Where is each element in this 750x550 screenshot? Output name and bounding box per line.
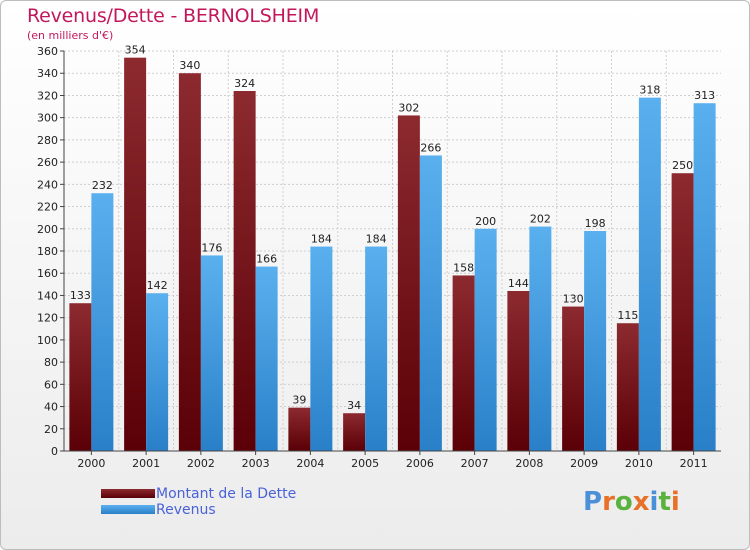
x-tick-label: 2004: [296, 457, 324, 470]
data-label-revenue: 198: [585, 217, 606, 230]
x-tick-label: 2009: [570, 457, 598, 470]
legend-label-revenue: Revenus: [156, 502, 216, 518]
data-label-revenue: 166: [256, 253, 277, 266]
bar-debt: [452, 275, 475, 451]
legend-label-debt: Montant de la Dette: [156, 486, 297, 502]
data-label-debt: 354: [125, 44, 146, 57]
x-tick-label: 2000: [77, 457, 105, 470]
data-label-revenue: 184: [311, 233, 332, 246]
legend-swatch-revenue: [101, 505, 155, 514]
y-tick-label: 220: [37, 201, 58, 214]
y-tick-label: 80: [44, 356, 58, 369]
x-tick-label: 2003: [242, 457, 270, 470]
data-label-debt: 115: [617, 309, 638, 322]
chart-title: Revenus/Dette - BERNOLSHEIM: [27, 5, 320, 27]
y-tick-label: 100: [37, 334, 58, 347]
bar-debt: [343, 413, 366, 451]
bar-debt: [233, 91, 256, 451]
y-tick-label: 160: [37, 267, 58, 280]
data-label-revenue: 318: [639, 84, 660, 97]
y-tick-label: 360: [37, 45, 58, 58]
bar-revenue: [474, 228, 497, 451]
data-label-debt: 144: [508, 277, 529, 290]
y-tick-label: 200: [37, 223, 58, 236]
bar-debt: [507, 291, 530, 451]
y-tick-label: 0: [51, 445, 58, 458]
data-label-debt: 250: [672, 159, 693, 172]
y-tick-label: 180: [37, 245, 58, 258]
bar-debt: [124, 57, 147, 452]
data-label-revenue: 232: [92, 179, 113, 192]
y-tick-label: 20: [44, 423, 58, 436]
data-label-debt: 39: [292, 394, 306, 407]
x-tick-label: 2002: [187, 457, 215, 470]
bar-debt: [178, 73, 201, 451]
bar-debt: [69, 303, 92, 451]
bar-revenue: [146, 293, 169, 451]
bar-debt: [397, 115, 420, 451]
data-label-debt: 158: [453, 261, 474, 274]
bar-revenue: [255, 266, 278, 451]
grid: [64, 50, 721, 452]
data-label-revenue: 184: [366, 233, 387, 246]
logo-letter: o: [614, 487, 633, 517]
logo-letter: i: [670, 487, 680, 517]
axes: 0 20 40 60 80 100 120 140 160 180 200 220 240 260 280 3…: [37, 45, 721, 470]
y-tick-label: 40: [44, 401, 58, 414]
legend-swatch-debt: [101, 489, 155, 498]
data-label-debt: 130: [563, 293, 584, 306]
y-tick-label: 340: [37, 67, 58, 80]
y-tick-label: 120: [37, 312, 58, 325]
data-label-revenue: 176: [201, 241, 222, 254]
bar-revenue: [365, 246, 388, 451]
bar-debt: [562, 306, 585, 451]
bar-revenue: [310, 246, 333, 451]
x-tick-label: 2001: [132, 457, 160, 470]
y-tick-label: 260: [37, 156, 58, 169]
bar-revenue: [638, 97, 661, 452]
bar-revenue: [419, 155, 442, 451]
logo-letter: x: [632, 487, 650, 517]
proxiti-logo: Proxiti: [583, 487, 680, 517]
x-tick-label: 2006: [406, 457, 434, 470]
data-label-revenue: 200: [475, 215, 496, 228]
logo-letter: r: [602, 487, 615, 517]
y-tick-label: 300: [37, 112, 58, 125]
data-label-revenue: 142: [147, 279, 168, 292]
logo-letter: t: [658, 487, 671, 517]
bar-revenue: [200, 255, 223, 451]
data-labels: 133 232 354 142 340 176 324 166 39 184 34 184 302 266…: [70, 44, 715, 413]
x-tick-label: 2008: [515, 457, 543, 470]
bars: [69, 57, 716, 452]
y-tick-label: 280: [37, 134, 58, 147]
data-label-debt: 324: [234, 77, 255, 90]
data-label-debt: 133: [70, 289, 91, 302]
x-tick-label: 2011: [680, 457, 708, 470]
bar-revenue: [529, 226, 552, 451]
bar-debt: [616, 323, 639, 451]
bar-debt: [288, 407, 311, 451]
data-label-revenue: 266: [420, 141, 441, 154]
x-tick-label: 2005: [351, 457, 379, 470]
y-tick-label: 320: [37, 89, 58, 102]
data-label-revenue: 202: [530, 213, 551, 226]
logo-letter: i: [649, 487, 659, 517]
y-tick-label: 240: [37, 178, 58, 191]
x-tick-label: 2007: [461, 457, 489, 470]
y-tick-label: 140: [37, 289, 58, 302]
x-tick-label: 2010: [625, 457, 653, 470]
logo-letter: P: [583, 487, 603, 517]
data-label-revenue: 313: [694, 89, 715, 102]
y-tick-label: 60: [44, 378, 58, 391]
data-label-debt: 34: [347, 399, 361, 412]
data-label-debt: 302: [398, 101, 419, 114]
bar-chart: 133 232 354 142 340 176 324 166 39 184 34 184 302 266…: [37, 44, 721, 470]
bar-revenue: [584, 231, 607, 451]
bar-revenue: [693, 103, 716, 451]
data-label-debt: 340: [179, 59, 200, 72]
bar-debt: [671, 173, 694, 451]
bar-revenue: [91, 193, 114, 451]
chart-subtitle: (en milliers d'€): [27, 29, 114, 42]
